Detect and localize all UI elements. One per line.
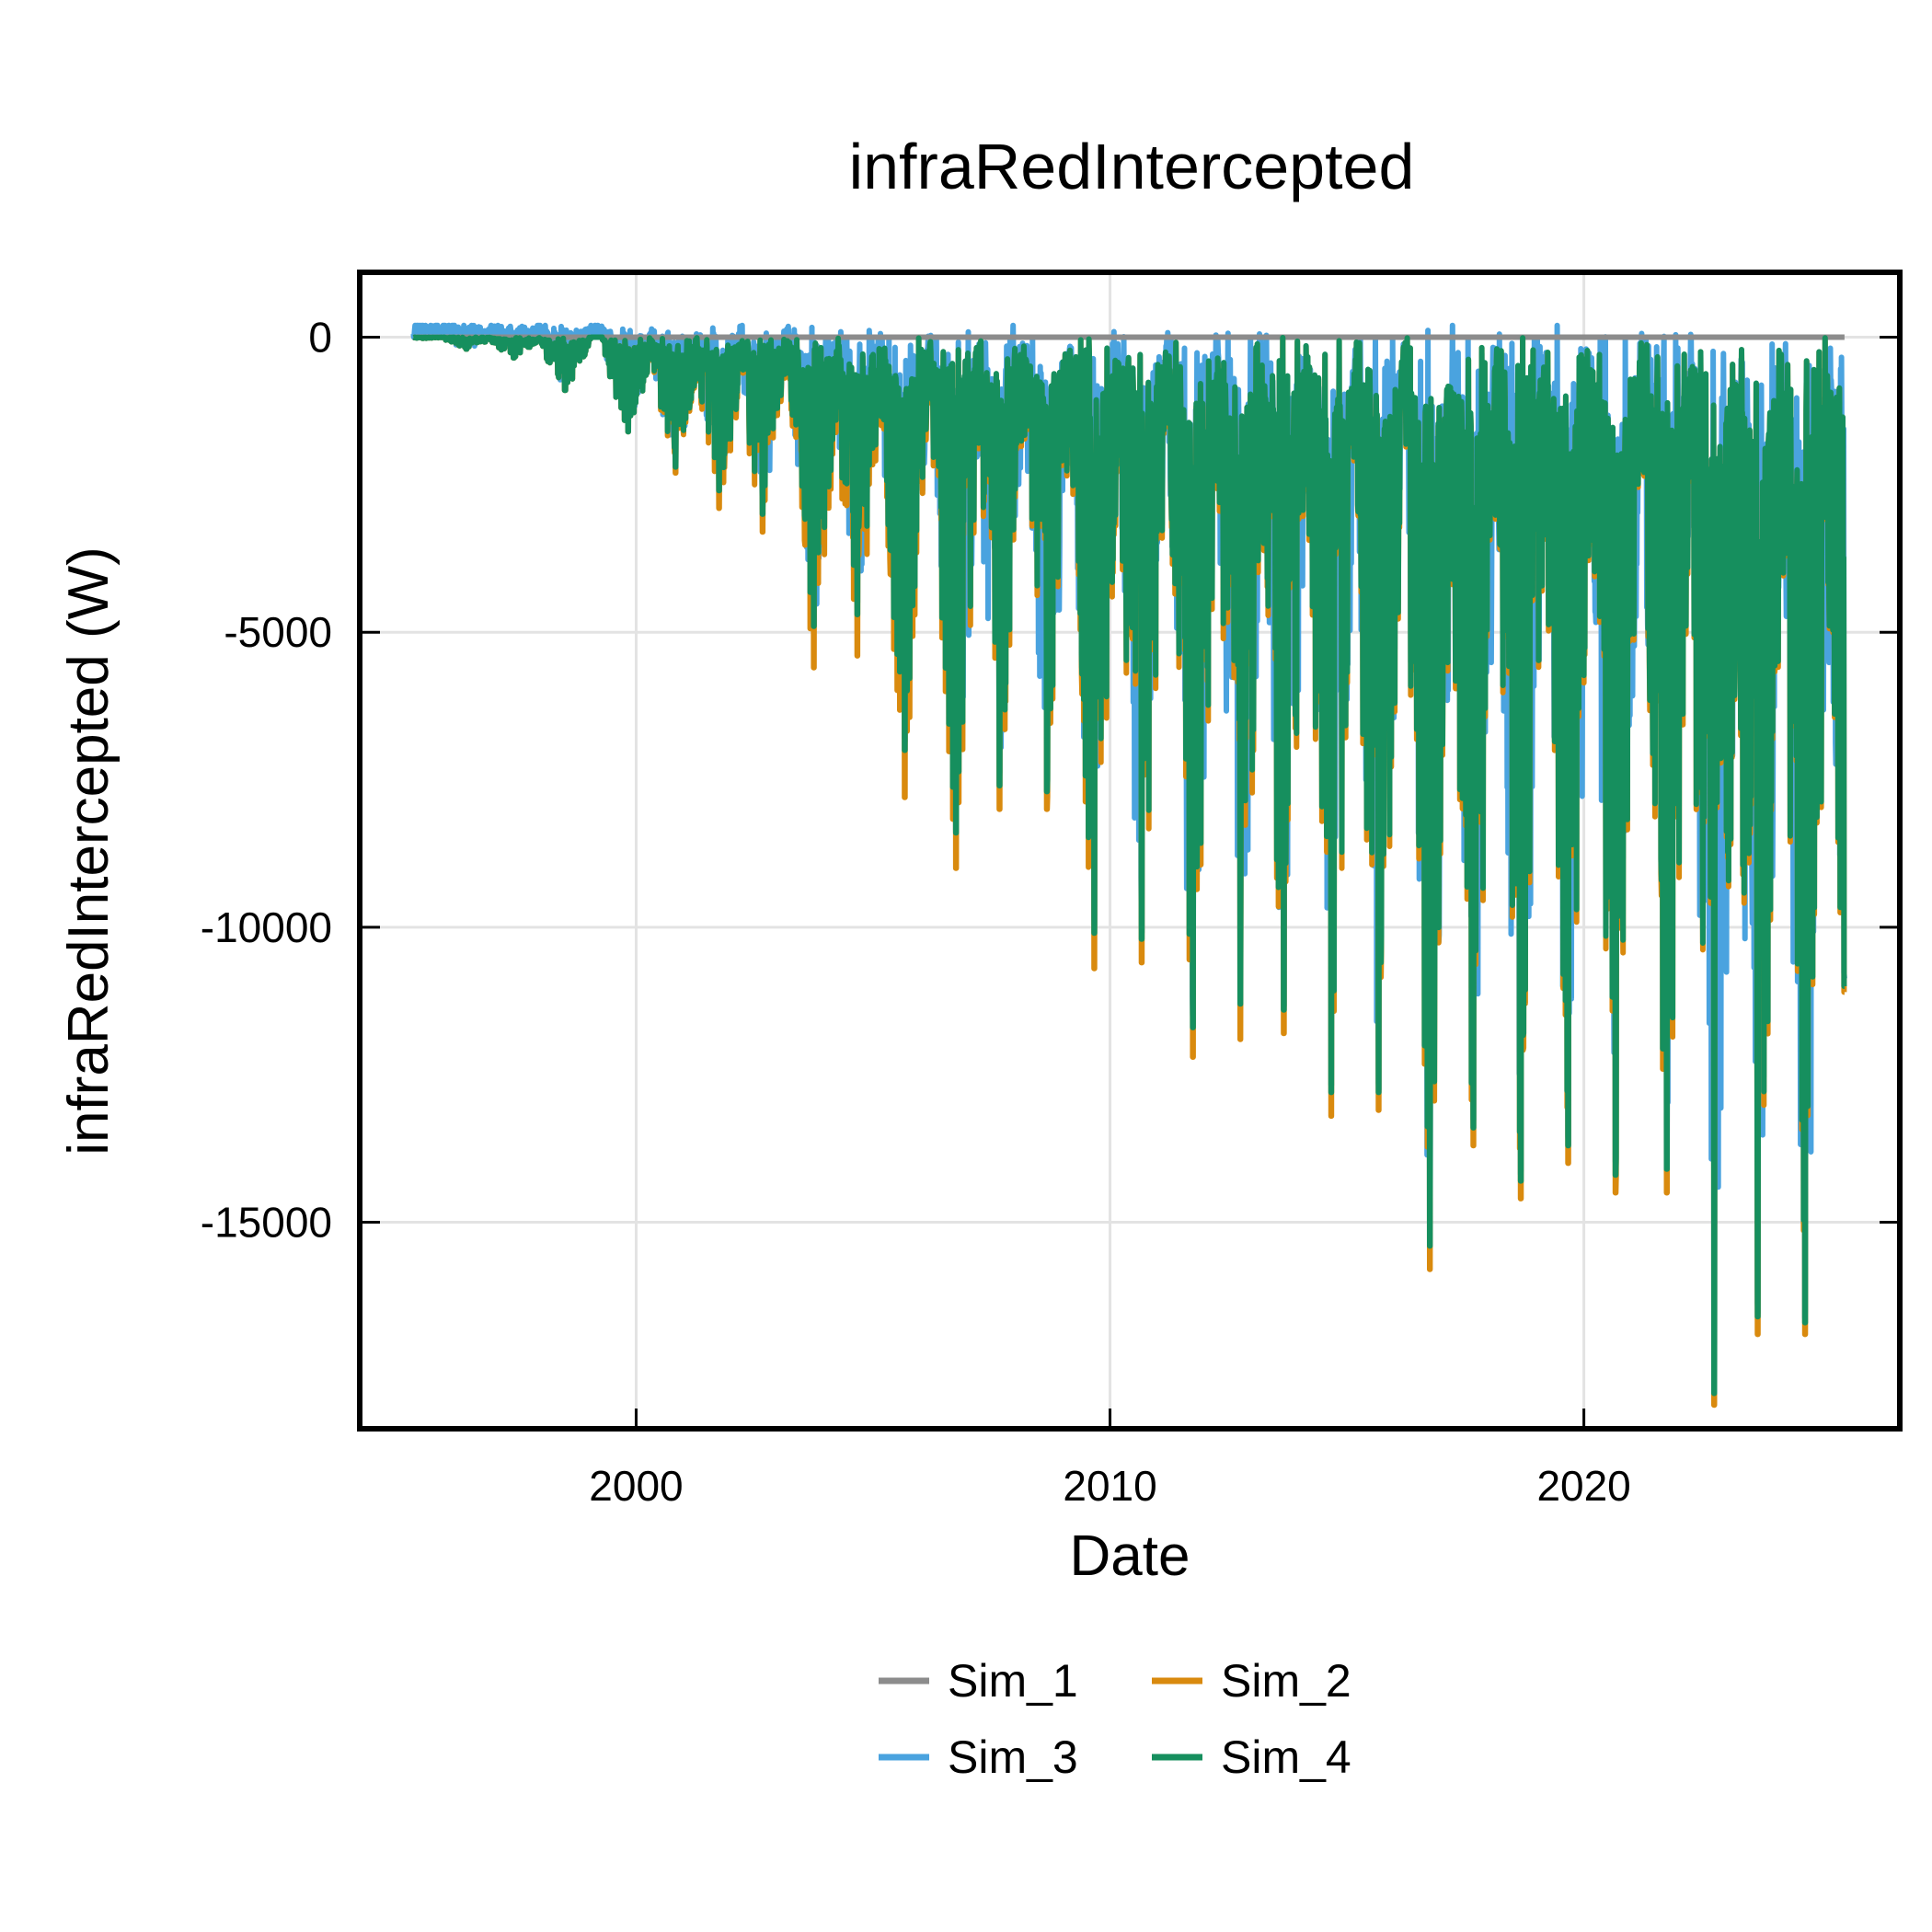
y-axis-label: infraRedIntercepted (W) [57, 546, 121, 1156]
plot-area [410, 322, 1847, 1409]
legend-label: Sim_3 [948, 1731, 1078, 1783]
x-axis-label: Date [1070, 1524, 1190, 1588]
x-tick-label: 2020 [1536, 1462, 1630, 1510]
y-tick-label: 0 [308, 314, 332, 362]
legend-label: Sim_1 [948, 1655, 1078, 1707]
x-tick-label: 2010 [1063, 1462, 1156, 1510]
x-tick-label: 2000 [589, 1462, 683, 1510]
y-tick-label: -5000 [224, 608, 332, 656]
y-tick-label: -15000 [201, 1199, 332, 1247]
y-tick-label: -10000 [201, 903, 332, 951]
axis-ticks: 2000 2010 2020 0 -5000 -10000 -15000 [201, 314, 1900, 1510]
plot-frame [357, 270, 1903, 1432]
legend-label: Sim_4 [1221, 1731, 1351, 1783]
legend: Sim_1 Sim_2 Sim_3 Sim_4 [879, 1655, 1351, 1783]
series-line-sim-4 [410, 334, 1847, 1397]
legend-label: Sim_2 [1221, 1655, 1351, 1707]
chart-title: infraRedIntercepted [849, 131, 1415, 202]
